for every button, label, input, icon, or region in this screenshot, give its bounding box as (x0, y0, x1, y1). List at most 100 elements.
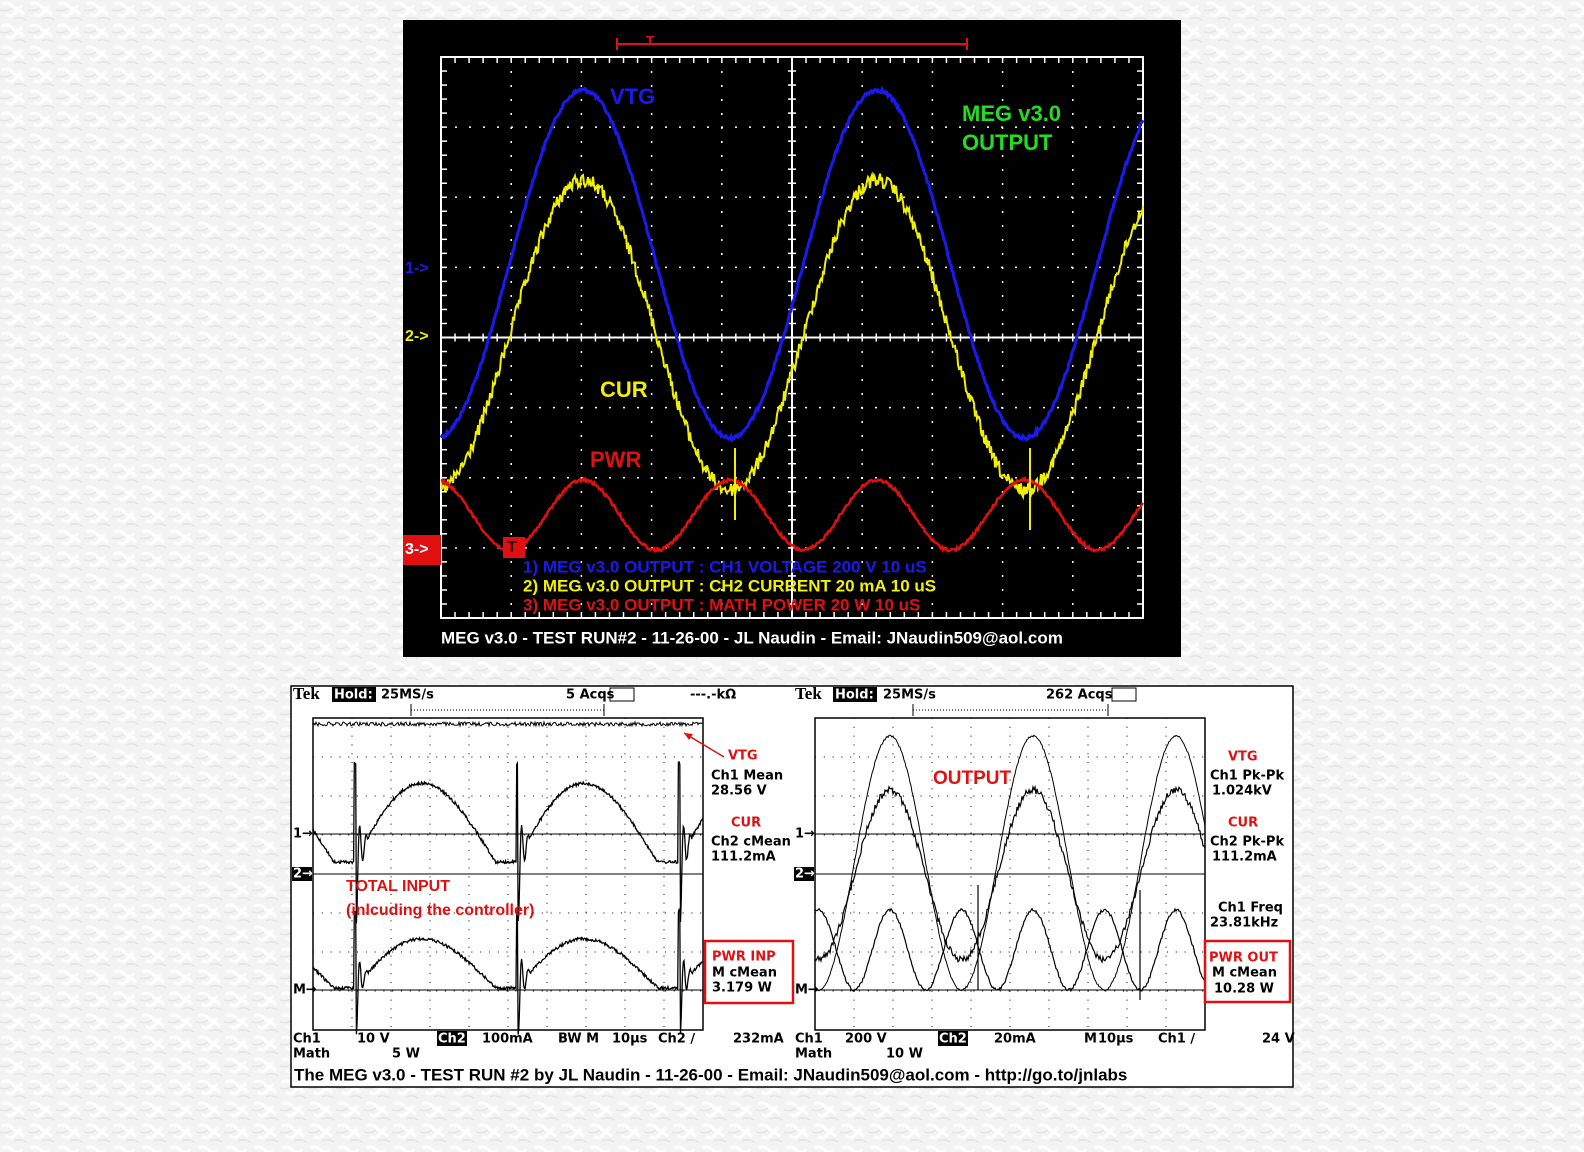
title-line: OUTPUT (962, 130, 1053, 155)
measure-value: 10.28 W (1214, 982, 1274, 997)
setting: 10 V (357, 1032, 390, 1047)
setting: Ch2 ∕ (658, 1032, 695, 1047)
rate: 25MS/s (381, 688, 434, 703)
pwr-label: PWR (590, 447, 641, 472)
measure: Ch2 Pk-Pk (1210, 835, 1284, 850)
setting: 10µs (612, 1032, 648, 1047)
mode: Hold: (334, 688, 373, 703)
marker-box (292, 867, 312, 881)
measure-value: 111.2mA (711, 850, 776, 865)
cur-trace (312, 760, 704, 924)
setting: 24 V (1262, 1032, 1295, 1047)
hold-box (833, 687, 877, 702)
measure-value: 111.2mA (1212, 850, 1277, 865)
acqs: 5 Acqs (566, 688, 615, 703)
vtg-label: VTG (610, 84, 655, 109)
top-scope: T VTG CUR PWR MEG v3.0 OUTPUT 1-> 2-> 3-… (403, 20, 1181, 657)
setting: Ch1 ∕ (1158, 1032, 1195, 1047)
mode: Hold: (835, 688, 874, 703)
cur-label: CUR (600, 377, 648, 402)
grid (312, 717, 1206, 1031)
acqs: 262 Acqs (1046, 688, 1113, 703)
cur-label: CUR (731, 816, 761, 831)
legend-entry: 3) MEG v3.0 OUTPUT : MATH POWER 20 W 10 … (523, 595, 920, 614)
setting: 100mA (482, 1032, 533, 1047)
legend-entry: 2) MEG v3.0 OUTPUT : CH2 CURRENT 20 mA 1… (523, 576, 936, 595)
channel-marker: M→ (795, 983, 819, 998)
math-setting: Math (795, 1047, 832, 1062)
cur-label: CUR (1228, 816, 1258, 831)
setting: Ch2↓ (939, 1032, 978, 1047)
channel-marker: 1-> (405, 260, 429, 277)
rate: 25MS/s (883, 688, 936, 703)
footer: MEG v3.0 - TEST RUN#2 - 11-26-00 - JL Na… (441, 628, 1063, 647)
channel-marker: 2→ (795, 867, 815, 882)
vtg-trace (312, 720, 704, 728)
hold-box (332, 687, 376, 702)
measure-value: 1.024kV (1212, 784, 1272, 799)
measure-value: 28.56 V (711, 784, 767, 799)
channel-marker: 1→ (293, 827, 313, 842)
measure-value: 23.81kHz (1210, 916, 1278, 931)
pwr-trace (312, 907, 704, 1035)
measure: M cMean (712, 966, 777, 981)
vtg-trace (815, 734, 1206, 992)
traces (312, 720, 1206, 1035)
trigger-label: T (646, 33, 655, 49)
channel-marker: M→ (293, 983, 317, 998)
traces (439, 85, 1145, 554)
setting: 20mA (994, 1032, 1036, 1047)
trigger-marker: T (507, 539, 517, 556)
icon (1111, 687, 1137, 702)
title-line: MEG v3.0 (962, 101, 1061, 126)
note: TOTAL INPUT (346, 878, 450, 895)
scope-panel (290, 685, 1294, 1088)
setting: Ch1 (795, 1032, 823, 1047)
setting: 232mA (733, 1032, 784, 1047)
measure: Ch1 Pk-Pk (1210, 769, 1284, 784)
bottom-scope: Tek Hold: 25MS/s 5 Acqs ---.-kΩ Tek Hold… (290, 684, 1295, 1088)
brand: Tek (795, 684, 822, 703)
setting: M (1084, 1032, 1097, 1047)
pwr-label: PWR INP (712, 950, 776, 965)
vtg-label: VTG (728, 749, 758, 764)
channel-box (437, 1031, 467, 1046)
channel-marker: 3-> (405, 541, 429, 558)
pwr-trace (440, 476, 1145, 554)
footer: The MEG v3.0 - TEST RUN #2 by JL Naudin … (294, 1065, 1127, 1084)
measure-value: 3.179 W (712, 981, 772, 996)
math-setting: Math (293, 1047, 330, 1062)
vtg-trace (439, 85, 1145, 443)
channel-marker: 2→ (293, 867, 313, 882)
math-setting: 5 W (392, 1047, 420, 1062)
icon (609, 687, 635, 702)
note: (inlcuding the controller) (346, 902, 534, 919)
trigger-marker-box (503, 537, 525, 558)
measure: Ch2 cMean (711, 835, 791, 850)
channel-marker: 2-> (405, 328, 429, 345)
trigger-bars (410, 704, 1109, 716)
setting: 10µs (1098, 1032, 1134, 1047)
grid (440, 56, 1144, 619)
setting: 200 V (845, 1032, 887, 1047)
brand: Tek (293, 684, 320, 703)
setting: BW M (558, 1032, 599, 1047)
measure: Ch1 Freq (1218, 901, 1283, 916)
setting: Ch2 (438, 1032, 466, 1047)
meter: ---.-kΩ (690, 688, 736, 703)
pwr-label: PWR OUT (1209, 951, 1278, 966)
setting: Ch1 (293, 1032, 321, 1047)
math-setting: 10 W (886, 1047, 923, 1062)
marker-box (794, 867, 814, 881)
pwr-box (1203, 939, 1292, 1004)
cur-trace (440, 171, 1144, 501)
cur-trace (814, 784, 1206, 964)
vtg-label: VTG (1228, 750, 1258, 765)
channel-box (938, 1031, 968, 1046)
channel-marker: 1→ (795, 827, 815, 842)
trigger-bar (616, 38, 968, 50)
channel-marker-box (403, 535, 441, 565)
measure: Ch1 Mean (711, 769, 783, 784)
